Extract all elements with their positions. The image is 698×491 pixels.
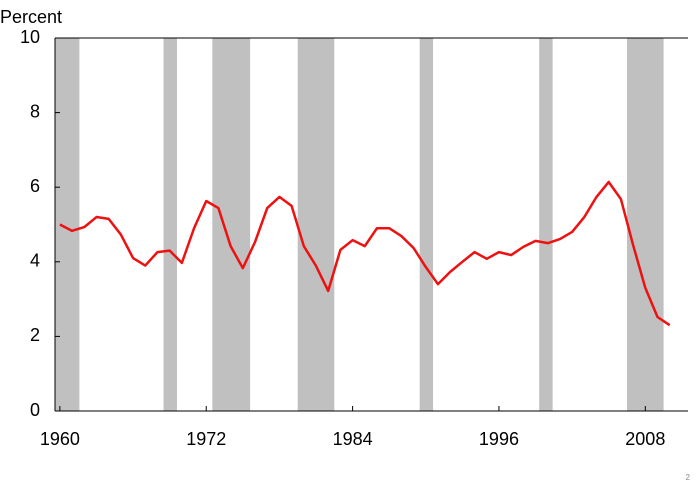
y-tick-label: 6 (30, 176, 40, 196)
y-axis-label: Percent (0, 7, 62, 27)
recession-band (627, 38, 664, 411)
recession-band (419, 38, 434, 411)
recession-band (297, 38, 335, 411)
y-tick-label: 2 (30, 325, 40, 345)
x-tick-label: 1996 (479, 429, 519, 449)
y-tick-label: 8 (30, 101, 40, 121)
x-tick-label: 1972 (186, 429, 226, 449)
y-tick-label: 10 (20, 27, 40, 47)
data-line (59, 180, 671, 327)
page-number: 2 (686, 473, 691, 482)
x-tick-label: 2008 (625, 429, 665, 449)
x-tick-label: 1984 (333, 429, 373, 449)
y-tick-label: 0 (30, 400, 40, 420)
recession-band (163, 38, 177, 411)
recession-band (539, 38, 553, 411)
x-tick-label: 1960 (40, 429, 80, 449)
recession-band (55, 38, 80, 411)
recession-band (212, 38, 251, 411)
y-tick-label: 4 (30, 251, 40, 271)
